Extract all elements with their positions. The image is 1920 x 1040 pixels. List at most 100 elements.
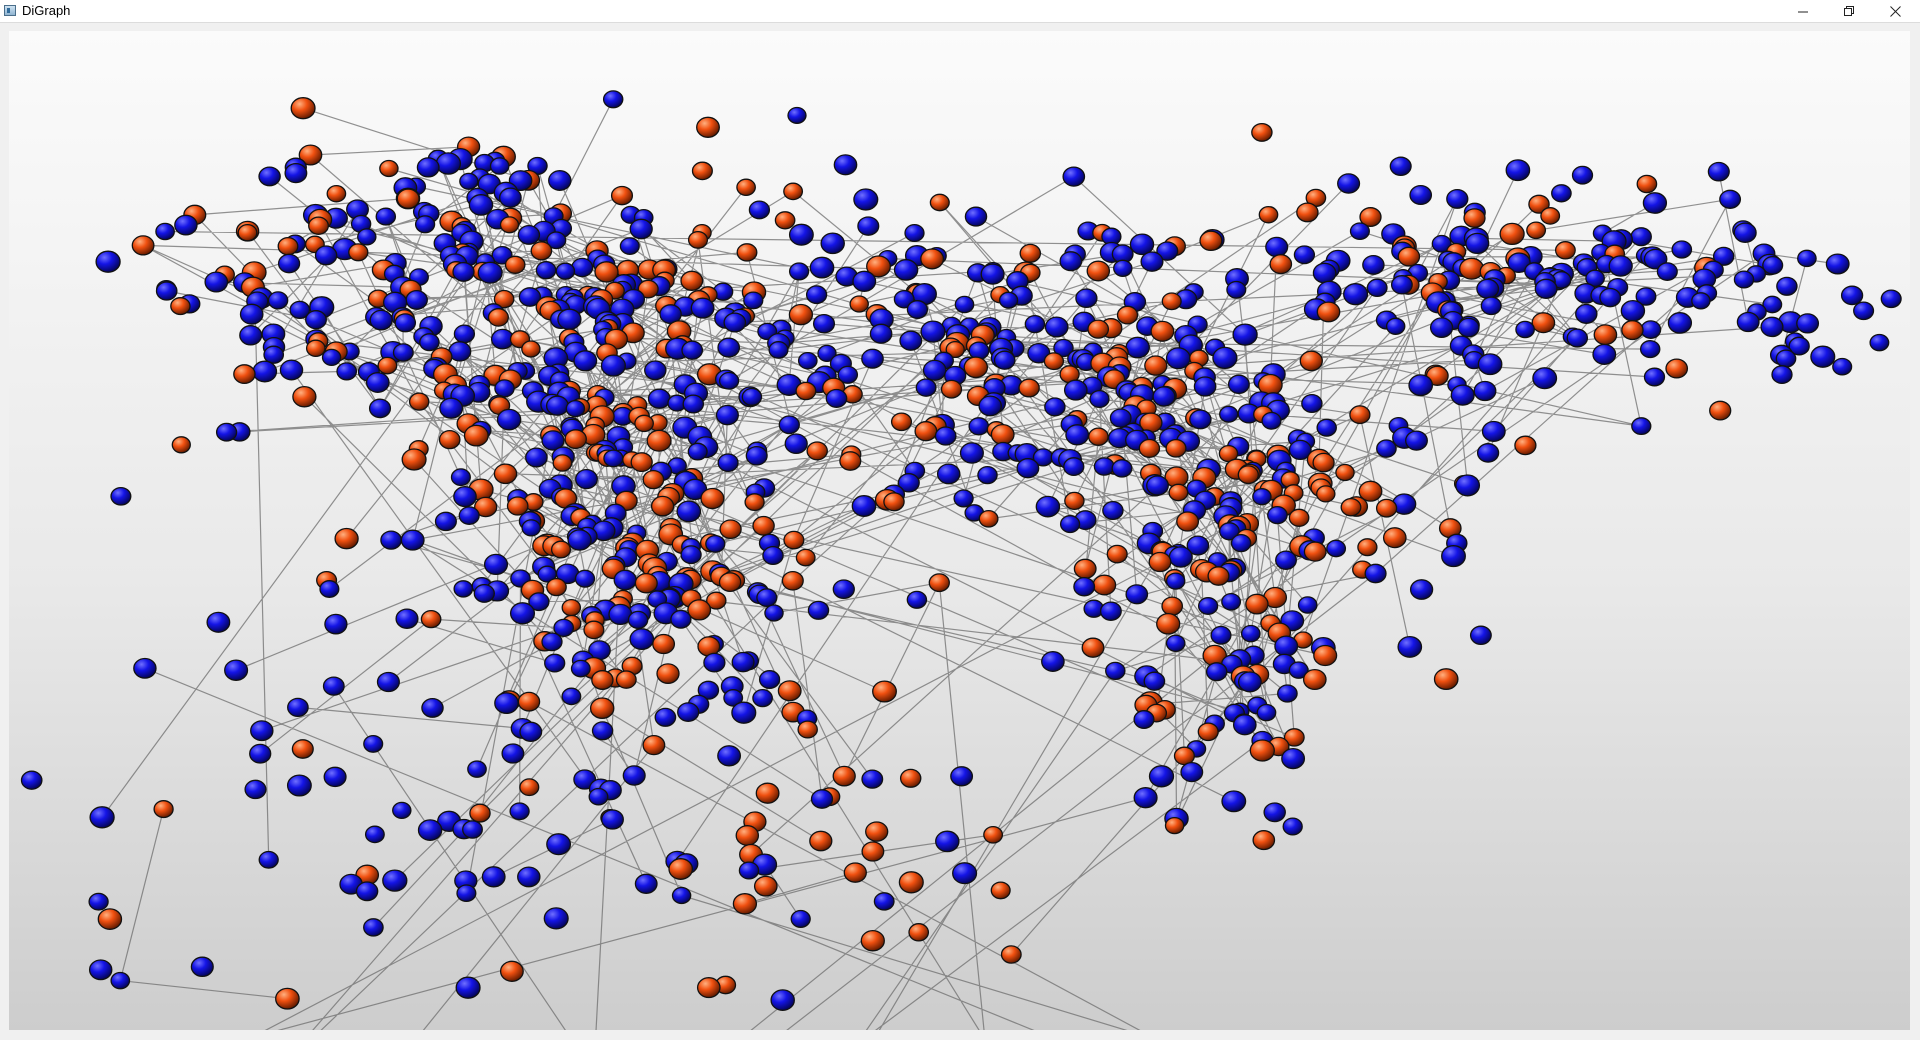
graph-node-blue[interactable] <box>545 395 569 416</box>
graph-node-blue[interactable] <box>1288 661 1309 679</box>
graph-node-blue[interactable] <box>680 545 702 565</box>
graph-node-blue[interactable] <box>174 214 198 236</box>
graph-node-blue[interactable] <box>1457 317 1480 338</box>
graph-node-blue[interactable] <box>521 519 541 537</box>
graph-node-blue[interactable] <box>517 866 541 888</box>
graph-node-blue[interactable] <box>249 743 272 764</box>
graph-node-blue[interactable] <box>968 341 990 360</box>
graph-node-blue[interactable] <box>1024 314 1046 334</box>
graph-node-blue[interactable] <box>1534 278 1558 299</box>
graph-node-blue[interactable] <box>204 271 229 293</box>
graph-node-blue[interactable] <box>1193 376 1217 397</box>
graph-node-blue[interactable] <box>787 106 807 124</box>
graph-node-blue[interactable] <box>414 215 436 234</box>
graph-node-blue[interactable] <box>1364 563 1387 584</box>
graph-node-orange[interactable] <box>277 236 299 256</box>
graph-node-orange[interactable] <box>945 340 965 359</box>
graph-node-orange[interactable] <box>752 515 775 536</box>
graph-node-blue[interactable] <box>752 688 773 708</box>
graph-node-blue[interactable] <box>541 430 565 451</box>
graph-node-blue[interactable] <box>1571 165 1594 185</box>
graph-node-blue[interactable] <box>1775 349 1797 368</box>
graph-node-orange[interactable] <box>521 340 541 358</box>
graph-node-blue[interactable] <box>953 489 974 508</box>
graph-node-blue[interactable] <box>687 442 708 461</box>
graph-node-blue[interactable] <box>555 262 576 280</box>
graph-node-blue[interactable] <box>1825 253 1850 275</box>
graph-node-blue[interactable] <box>1635 287 1657 306</box>
graph-node-orange[interactable] <box>1463 208 1486 228</box>
graph-node-orange[interactable] <box>1358 480 1383 502</box>
graph-node-blue[interactable] <box>915 378 937 397</box>
graph-node-orange[interactable] <box>1207 566 1230 586</box>
graph-node-orange[interactable] <box>963 356 989 379</box>
graph-node-orange[interactable] <box>1086 260 1111 282</box>
graph-node-blue[interactable] <box>904 223 925 243</box>
graph-node-blue[interactable] <box>421 697 444 718</box>
graph-node-orange[interactable] <box>377 356 398 375</box>
graph-node-blue[interactable] <box>1075 288 1098 309</box>
graph-node-blue[interactable] <box>1408 374 1434 397</box>
graph-node-blue[interactable] <box>1771 365 1793 385</box>
graph-node-blue[interactable] <box>519 721 543 742</box>
graph-node-blue[interactable] <box>1210 625 1232 645</box>
graph-node-blue[interactable] <box>1691 292 1711 310</box>
graph-node-orange[interactable] <box>781 570 804 591</box>
graph-node-orange[interactable] <box>530 241 553 261</box>
graph-node-orange[interactable] <box>237 223 258 242</box>
graph-node-orange[interactable] <box>706 591 727 610</box>
graph-node-blue[interactable] <box>1551 184 1572 203</box>
graph-node-blue[interactable] <box>601 809 624 830</box>
graph-node-blue[interactable] <box>1316 418 1337 437</box>
graph-node-blue[interactable] <box>1263 802 1286 823</box>
graph-node-orange[interactable] <box>550 540 572 559</box>
graph-node-blue[interactable] <box>861 348 884 369</box>
graph-node-orange[interactable] <box>777 680 802 702</box>
graph-node-blue[interactable] <box>557 308 582 331</box>
graph-node-orange[interactable] <box>1499 222 1525 246</box>
graph-node-orange[interactable] <box>1313 644 1338 667</box>
graph-node-orange[interactable] <box>493 289 515 309</box>
graph-node-blue[interactable] <box>1301 393 1323 414</box>
graph-node-blue[interactable] <box>190 956 214 978</box>
graph-node-blue[interactable] <box>1469 625 1492 646</box>
graph-node-orange[interactable] <box>474 496 498 518</box>
graph-node-orange[interactable] <box>564 429 587 450</box>
graph-node-blue[interactable] <box>1476 443 1500 463</box>
graph-node-orange[interactable] <box>691 161 713 181</box>
graph-node-blue[interactable] <box>1059 251 1083 272</box>
graph-node-blue[interactable] <box>810 789 834 809</box>
graph-node-blue[interactable] <box>1274 635 1299 657</box>
graph-node-orange[interactable] <box>153 800 174 819</box>
graph-node-orange[interactable] <box>883 492 905 512</box>
graph-node-orange[interactable] <box>97 908 123 930</box>
graph-node-blue[interactable] <box>468 194 494 216</box>
graph-node-blue[interactable] <box>837 365 859 384</box>
graph-node-blue[interactable] <box>517 224 541 245</box>
graph-node-blue[interactable] <box>977 465 998 485</box>
graph-node-orange[interactable] <box>1150 320 1175 342</box>
graph-node-blue[interactable] <box>1165 572 1186 590</box>
graph-node-orange[interactable] <box>650 495 675 517</box>
graph-node-blue[interactable] <box>697 680 720 700</box>
graph-node-orange[interactable] <box>1164 816 1185 835</box>
graph-node-blue[interactable] <box>483 553 509 576</box>
graph-node-blue[interactable] <box>934 426 957 446</box>
graph-node-blue[interactable] <box>634 873 658 894</box>
graph-node-orange[interactable] <box>1237 465 1259 485</box>
graph-node-blue[interactable] <box>644 360 667 381</box>
graph-node-blue[interactable] <box>417 819 443 841</box>
graph-node-blue[interactable] <box>873 892 895 911</box>
graph-node-orange[interactable] <box>860 929 885 952</box>
graph-node-blue[interactable] <box>1797 249 1817 268</box>
graph-node-orange[interactable] <box>171 436 191 454</box>
graph-node-orange[interactable] <box>899 768 922 788</box>
graph-node-orange[interactable] <box>646 429 672 452</box>
graph-node-orange[interactable] <box>755 782 780 804</box>
graph-node-orange[interactable] <box>774 211 796 230</box>
graph-node-blue[interactable] <box>546 231 567 250</box>
graph-node-blue[interactable] <box>718 371 740 390</box>
graph-node-blue[interactable] <box>110 971 131 990</box>
graph-node-orange[interactable] <box>687 230 709 249</box>
graph-node-blue[interactable] <box>1156 241 1179 261</box>
